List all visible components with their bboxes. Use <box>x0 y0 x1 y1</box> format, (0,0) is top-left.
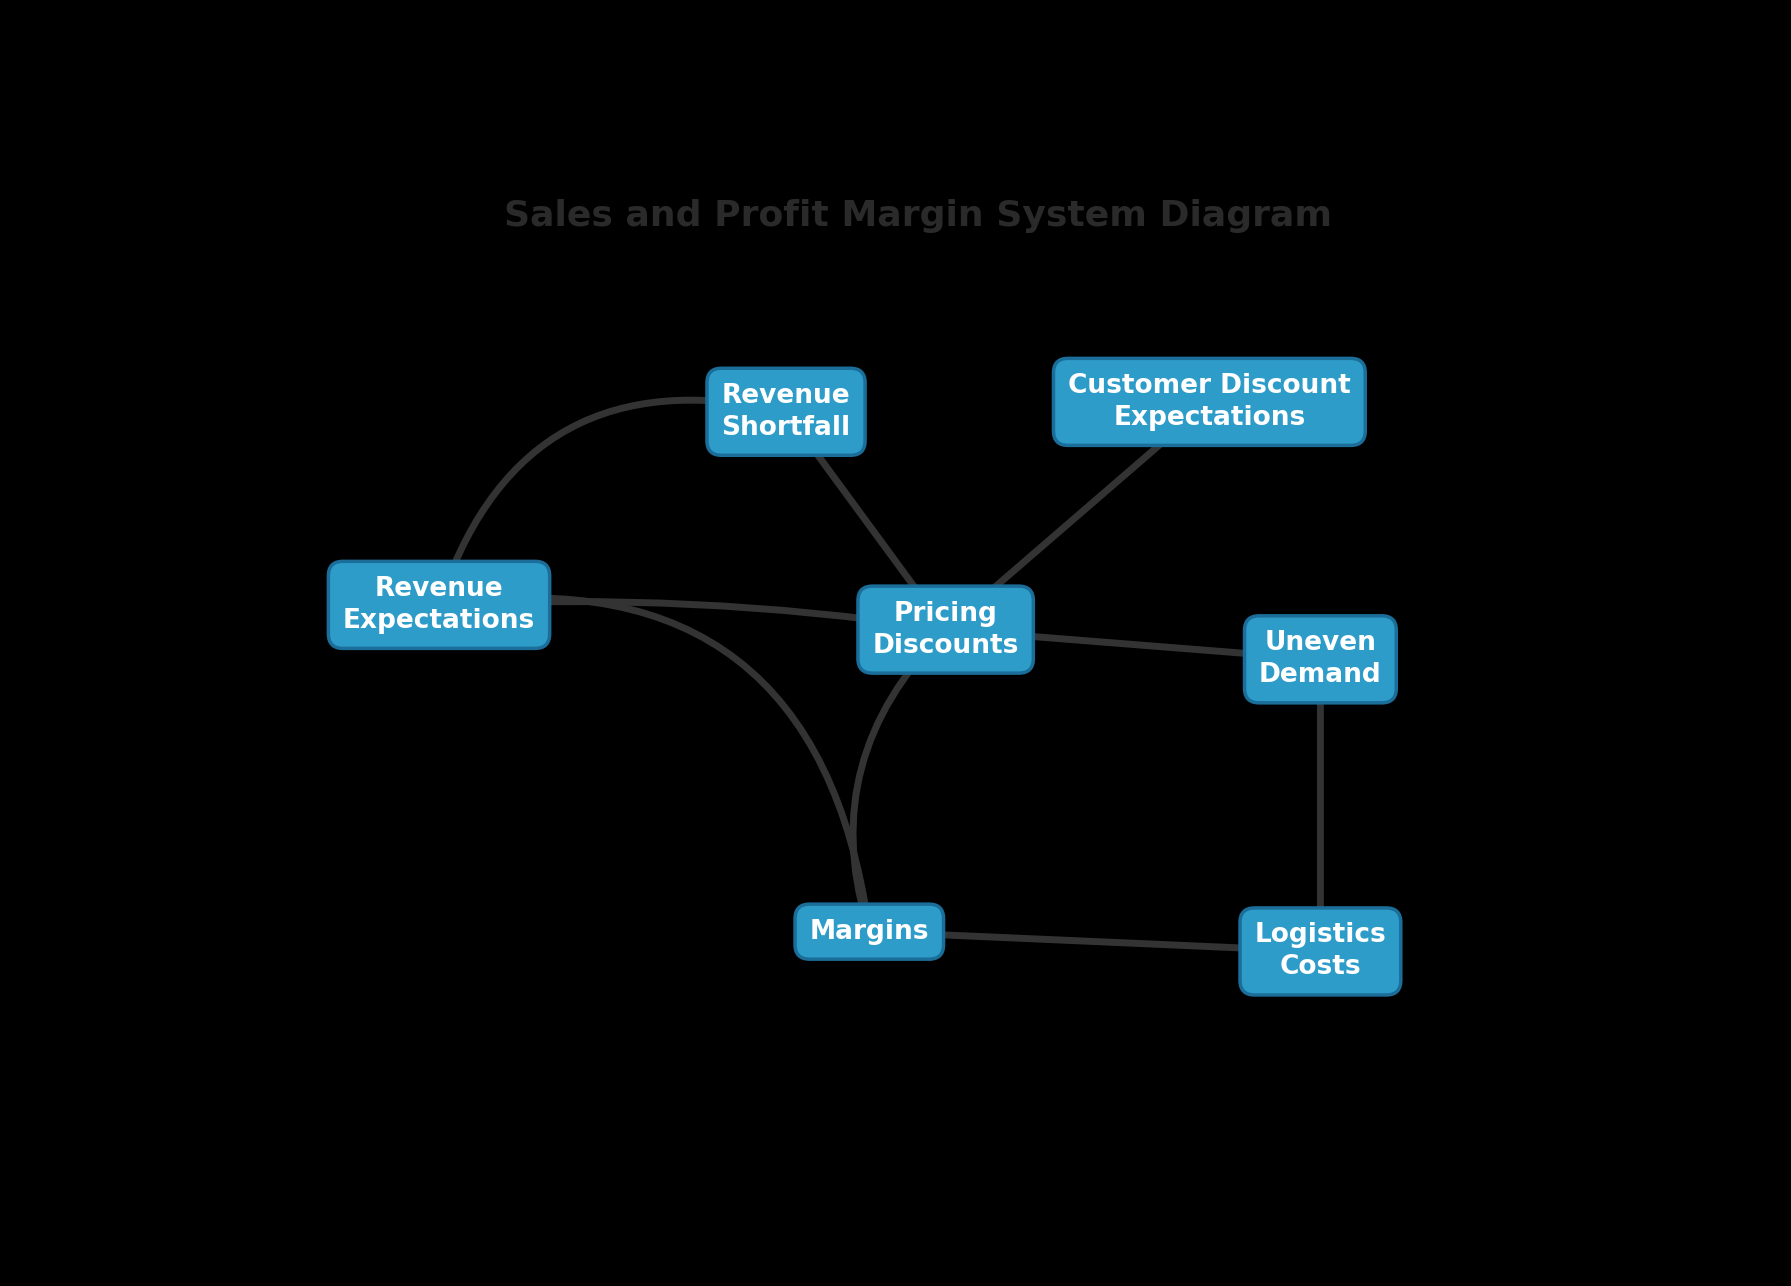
Text: Sales and Profit Margin System Diagram: Sales and Profit Margin System Diagram <box>503 199 1333 233</box>
FancyArrowPatch shape <box>442 602 935 633</box>
FancyArrowPatch shape <box>441 400 783 595</box>
Text: Revenue
Shortfall: Revenue Shortfall <box>722 383 851 441</box>
Text: Logistics
Costs: Logistics Costs <box>1254 922 1386 980</box>
FancyArrowPatch shape <box>949 630 1309 665</box>
Text: Pricing
Discounts: Pricing Discounts <box>872 601 1019 658</box>
FancyArrowPatch shape <box>1313 662 1327 941</box>
FancyArrowPatch shape <box>450 594 869 928</box>
Text: Customer Discount
Expectations: Customer Discount Expectations <box>1067 373 1350 431</box>
Text: Revenue
Expectations: Revenue Expectations <box>342 576 536 634</box>
FancyArrowPatch shape <box>953 404 1207 622</box>
FancyArrowPatch shape <box>853 631 944 922</box>
FancyArrowPatch shape <box>788 414 940 621</box>
Text: Uneven
Demand: Uneven Demand <box>1259 630 1383 688</box>
FancyArrowPatch shape <box>879 926 1318 952</box>
Text: Margins: Margins <box>810 918 930 945</box>
